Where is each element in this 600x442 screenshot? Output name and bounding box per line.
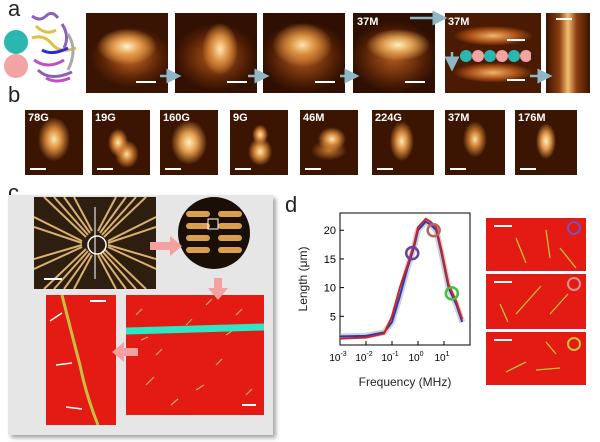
- scale-bar: [450, 168, 466, 170]
- nanowire-image-large: [126, 295, 264, 415]
- scale-bar: [556, 18, 572, 20]
- x-axis-label: Frequency (MHz): [359, 375, 452, 389]
- frame-tag: 9G: [233, 112, 248, 124]
- y-tick-label: 10: [324, 283, 336, 295]
- afm-frame-a4: 37M: [353, 13, 435, 93]
- fiber-image-2: [486, 274, 586, 329]
- afm-frame-a1: [86, 13, 168, 93]
- series-line-1: [339, 217, 464, 340]
- frame-tag: 160G: [163, 112, 190, 124]
- fiber-image-1: [486, 218, 586, 271]
- scale-bar: [507, 39, 525, 41]
- frame-tag: 224G: [375, 112, 402, 124]
- scale-bar: [405, 81, 425, 83]
- panel-label-b: b: [8, 82, 21, 107]
- frame-tag: 37M: [448, 16, 470, 28]
- y-tick-label: 5: [330, 311, 336, 323]
- afm-frame-b8: 176M: [515, 110, 577, 175]
- y-axis-label: Length (μm): [296, 247, 310, 312]
- scale-bar: [520, 168, 536, 170]
- panel-c-arrows: [112, 236, 228, 362]
- scale-bar: [305, 168, 321, 170]
- bead-chain: [459, 49, 532, 63]
- frame-tag: 176M: [518, 112, 546, 124]
- electrode-chip-image: [34, 197, 156, 289]
- x-tick-label: 10-3: [329, 351, 346, 364]
- scale-bar: [30, 168, 46, 170]
- panel-label-c: c: [8, 180, 19, 205]
- length-frequency-chart: Length (μm) Frequency (MHz) 5 10 15 20 10-3…: [296, 212, 471, 389]
- x-tick-label: 10-2: [355, 351, 372, 364]
- panel-label-d: d: [285, 192, 298, 217]
- panel-c-box: [8, 195, 273, 435]
- afm-frame-b5: 46M: [300, 110, 358, 175]
- afm-frame-a6: [546, 13, 590, 93]
- frame-tag: 37M: [357, 16, 379, 28]
- frame-tag: 19G: [95, 112, 116, 124]
- x-tick-label: 100: [408, 351, 423, 364]
- scale-bar: [315, 81, 335, 83]
- scale-bar: [377, 168, 393, 170]
- frame-tag: 46M: [303, 112, 325, 124]
- afm-frame-b3: 160G: [160, 110, 218, 175]
- y-tick-label: 20: [324, 225, 336, 237]
- afm-frame-b6: 224G: [372, 110, 434, 175]
- afm-frame-b4: 9G: [230, 110, 288, 175]
- afm-frame-b7: 37M: [445, 110, 505, 175]
- afm-frame-a2: [175, 13, 257, 93]
- y-tick-label: 15: [324, 254, 336, 266]
- afm-frame-b2: 19G: [92, 110, 150, 175]
- scale-bar: [507, 79, 525, 81]
- fiber-image-3: [486, 332, 586, 385]
- marker-circle: [444, 286, 460, 301]
- marker-circle: [404, 245, 420, 261]
- scale-bar: [136, 81, 156, 83]
- afm-frame-a5: 37M: [445, 13, 541, 93]
- electrode-zoom-image: [178, 197, 250, 269]
- scale-bar: [235, 168, 251, 170]
- afm-frame-a3: [263, 13, 345, 93]
- afm-frame-b1: 78G: [25, 110, 83, 175]
- marker-circle: [426, 222, 441, 238]
- panel-label-a: a: [8, 0, 21, 21]
- protein-schematic: [2, 4, 84, 92]
- frame-tag: 37M: [448, 112, 470, 124]
- scale-bar: [165, 168, 181, 170]
- scale-bar: [97, 168, 113, 170]
- scale-bar: [227, 81, 247, 83]
- nanowire-image-zoom: [46, 295, 116, 425]
- frame-tag: 78G: [28, 112, 49, 124]
- x-tick-label: 101: [434, 351, 449, 364]
- x-tick-label: 10-1: [381, 351, 398, 364]
- row-a-arrows: [160, 10, 553, 84]
